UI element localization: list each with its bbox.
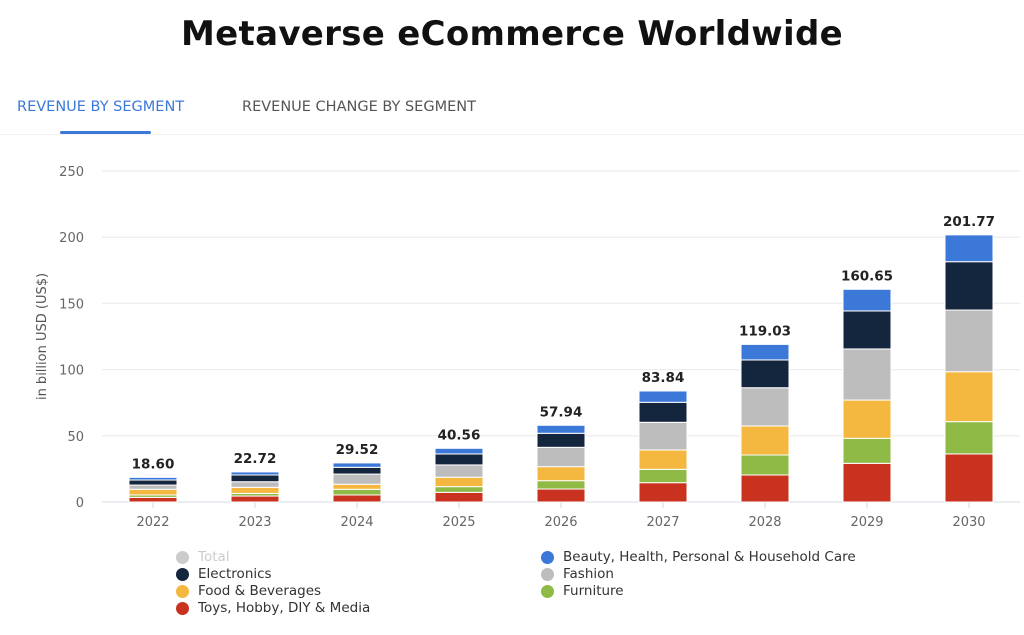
tab-revenue-by-segment[interactable]: REVENUE BY SEGMENT — [17, 99, 185, 115]
bar-segment[interactable] — [434, 464, 484, 478]
y-tick-label: 0 — [76, 496, 84, 511]
bar-segment[interactable] — [944, 421, 994, 455]
x-tick-label: 2022 — [136, 515, 169, 530]
bar-segment[interactable] — [230, 474, 280, 483]
total-data-label: 29.52 — [336, 442, 379, 458]
x-tick-label: 2025 — [442, 515, 475, 530]
bar-segment[interactable] — [434, 453, 484, 466]
legend-dot-icon — [541, 567, 554, 581]
bar-segment[interactable] — [740, 343, 790, 361]
y-tick-label: 50 — [67, 430, 84, 445]
y-tick-label: 100 — [59, 364, 84, 379]
bar-segment[interactable] — [128, 476, 178, 481]
bar-segment[interactable] — [536, 424, 586, 434]
bar-segment[interactable] — [638, 468, 688, 484]
total-data-label: 40.56 — [438, 427, 481, 443]
total-data-label: 119.03 — [739, 323, 791, 339]
bar-segment[interactable] — [638, 390, 688, 403]
bar-segment[interactable] — [230, 486, 280, 494]
bar-segment[interactable] — [332, 488, 382, 496]
total-data-label: 18.60 — [132, 456, 175, 472]
bar-segment[interactable] — [740, 454, 790, 476]
bar-segment[interactable] — [638, 401, 688, 423]
bar-segment[interactable] — [638, 449, 688, 470]
legend-item-total[interactable]: Total — [176, 549, 230, 565]
chart-title: Metaverse eCommerce Worldwide — [181, 14, 843, 54]
bar-segment[interactable] — [128, 496, 178, 503]
bar-segment[interactable] — [842, 399, 892, 439]
bar-segment[interactable] — [944, 309, 994, 373]
bar-segment[interactable] — [944, 371, 994, 423]
x-tick-label: 2028 — [748, 515, 781, 530]
x-tick-label: 2026 — [544, 515, 577, 530]
bar-segment[interactable] — [434, 447, 484, 455]
bar-segment[interactable] — [230, 471, 280, 476]
bar-segment[interactable] — [332, 466, 382, 475]
bar-segment[interactable] — [128, 484, 178, 490]
active-tab-indicator — [60, 131, 151, 134]
bar-segment[interactable] — [638, 421, 688, 451]
bar-segment[interactable] — [128, 479, 178, 486]
legend-dot-icon — [176, 550, 189, 564]
bar-segment[interactable] — [536, 432, 586, 448]
bar-segment[interactable] — [434, 486, 484, 493]
tab-revenue-change-by-segment[interactable]: REVENUE CHANGE BY SEGMENT — [242, 99, 476, 115]
bar-segment[interactable] — [230, 481, 280, 488]
x-tick-label: 2029 — [850, 515, 883, 530]
y-axis-label: in billion USD (US$) — [35, 273, 50, 400]
legend-item-food-beverages[interactable]: Food & Beverages — [176, 583, 321, 599]
tab-divider — [0, 134, 1024, 135]
x-tick-label: 2030 — [952, 515, 985, 530]
legend-item-beauty-health[interactable]: Beauty, Health, Personal & Household Car… — [541, 549, 856, 565]
bar-segment[interactable] — [638, 482, 688, 503]
total-data-label: 57.94 — [540, 404, 583, 420]
stacked-bar-chart: 0 50 100 150 200 250 in billion USD (US$) 2022 1… — [35, 165, 1020, 530]
bar-segment[interactable] — [332, 494, 382, 503]
bar-segment[interactable] — [842, 462, 892, 503]
legend-dot-icon — [541, 584, 554, 598]
legend-item-toys-hobby[interactable]: Toys, Hobby, DIY & Media — [176, 600, 370, 616]
bar-segment[interactable] — [332, 473, 382, 485]
total-data-label: 201.77 — [943, 214, 995, 230]
y-tick-label: 250 — [59, 165, 84, 180]
bar-segment[interactable] — [536, 446, 586, 468]
bar-segment[interactable] — [842, 348, 892, 401]
legend-item-electronics[interactable]: Electronics — [176, 566, 272, 582]
x-tick-label: 2024 — [340, 515, 373, 530]
total-data-label: 22.72 — [234, 451, 277, 467]
bar-segment[interactable] — [332, 462, 382, 468]
total-data-label: 83.84 — [642, 370, 685, 386]
bar-segment[interactable] — [740, 359, 790, 389]
legend-dot-icon — [176, 601, 189, 615]
y-tick-label: 200 — [59, 231, 84, 246]
bar-segment[interactable] — [842, 288, 892, 312]
total-data-label: 160.65 — [841, 268, 893, 284]
bar-segment[interactable] — [740, 474, 790, 503]
bar-segment[interactable] — [842, 437, 892, 464]
legend-dot-icon — [176, 567, 189, 581]
bar-segment[interactable] — [944, 453, 994, 503]
bar-segment[interactable] — [128, 488, 178, 496]
bar-segment[interactable] — [434, 476, 484, 488]
bar-segment[interactable] — [332, 483, 382, 490]
bar-segment[interactable] — [944, 234, 994, 263]
bar-segment[interactable] — [944, 261, 994, 311]
legend-item-furniture[interactable]: Furniture — [541, 583, 624, 599]
bar-segment[interactable] — [842, 310, 892, 350]
bar-segment[interactable] — [434, 491, 484, 503]
bar-segment[interactable] — [740, 387, 790, 427]
bar-segment[interactable] — [230, 495, 280, 503]
legend-item-fashion[interactable]: Fashion — [541, 566, 614, 582]
legend-dot-icon — [541, 550, 554, 564]
x-tick-label: 2023 — [238, 515, 271, 530]
bar-segment[interactable] — [536, 488, 586, 503]
y-tick-label: 150 — [59, 297, 84, 312]
legend-dot-icon — [176, 584, 189, 598]
x-tick-label: 2027 — [646, 515, 679, 530]
bar-segment[interactable] — [536, 480, 586, 490]
bar-segment[interactable] — [536, 466, 586, 482]
bar-segment[interactable] — [740, 425, 790, 456]
